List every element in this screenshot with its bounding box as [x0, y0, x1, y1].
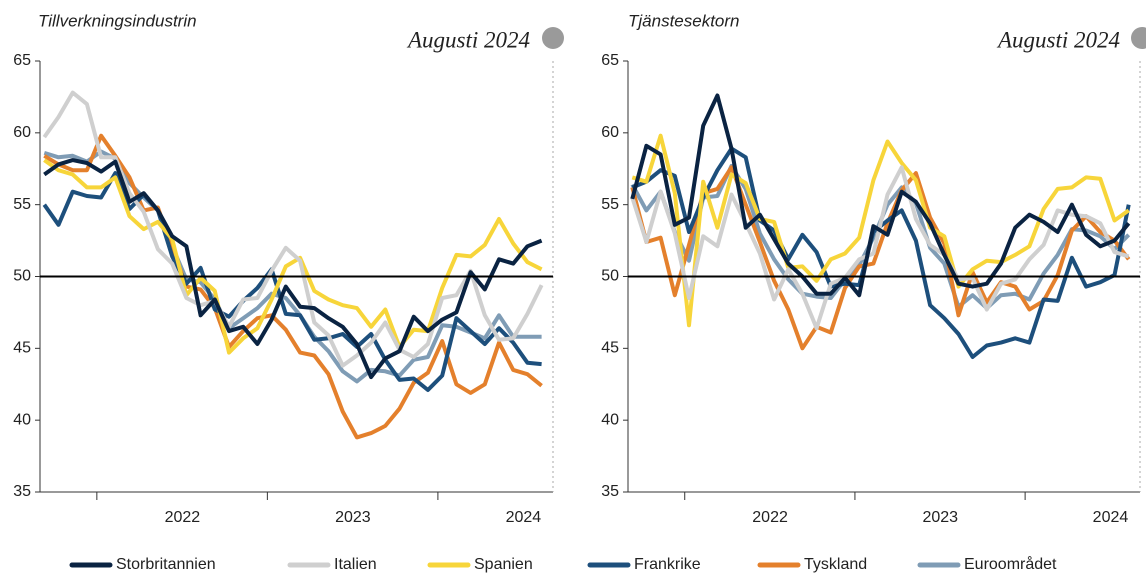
chart-title: Tjänstesektorn [628, 11, 740, 30]
x-tick-label: 2022 [752, 509, 788, 526]
marker-dot [1131, 27, 1146, 49]
y-tick-label: 60 [13, 124, 31, 141]
series-line [42, 90, 544, 368]
y-tick-label: 35 [601, 483, 619, 500]
y-tick-label: 60 [601, 124, 619, 141]
y-tick-label: 55 [601, 196, 619, 213]
y-tick-label: 45 [601, 340, 619, 357]
x-tick-label: 2024 [1093, 509, 1129, 526]
series-line [630, 165, 1131, 351]
series-line [43, 133, 543, 440]
y-tick-label: 40 [13, 411, 31, 428]
y-tick-label: 50 [13, 268, 31, 285]
legend-label: Storbritannien [116, 556, 216, 573]
x-tick-label: 2022 [165, 509, 201, 526]
legend-label: Spanien [474, 556, 533, 573]
annotation: Augusti 2024 [996, 27, 1120, 52]
series-line [43, 158, 543, 380]
legend-label: Tyskland [804, 556, 867, 573]
x-tick-label: 2024 [506, 509, 542, 526]
series-line [631, 133, 1130, 328]
y-tick-label: 35 [13, 483, 31, 500]
x-tick-label: 2023 [335, 509, 371, 526]
legend-label: Italien [334, 556, 377, 573]
series-line [43, 158, 543, 355]
series-line [630, 165, 1130, 331]
y-tick-label: 65 [13, 52, 31, 69]
annotation: Augusti 2024 [406, 27, 530, 52]
y-tick-label: 45 [13, 340, 31, 357]
series-line [43, 149, 542, 384]
y-tick-label: 50 [601, 268, 619, 285]
series-line [630, 93, 1131, 298]
series-line [631, 146, 1131, 359]
y-tick-label: 65 [601, 52, 619, 69]
y-tick-label: 55 [13, 196, 31, 213]
marker-dot [542, 27, 564, 49]
x-tick-label: 2023 [922, 509, 958, 526]
legend-label: Frankrike [634, 556, 701, 573]
series-line [42, 171, 542, 392]
legend-label: Euroområdet [964, 555, 1057, 573]
chart-title: Tillverkningsindustrin [38, 11, 197, 30]
y-tick-label: 40 [601, 411, 619, 428]
